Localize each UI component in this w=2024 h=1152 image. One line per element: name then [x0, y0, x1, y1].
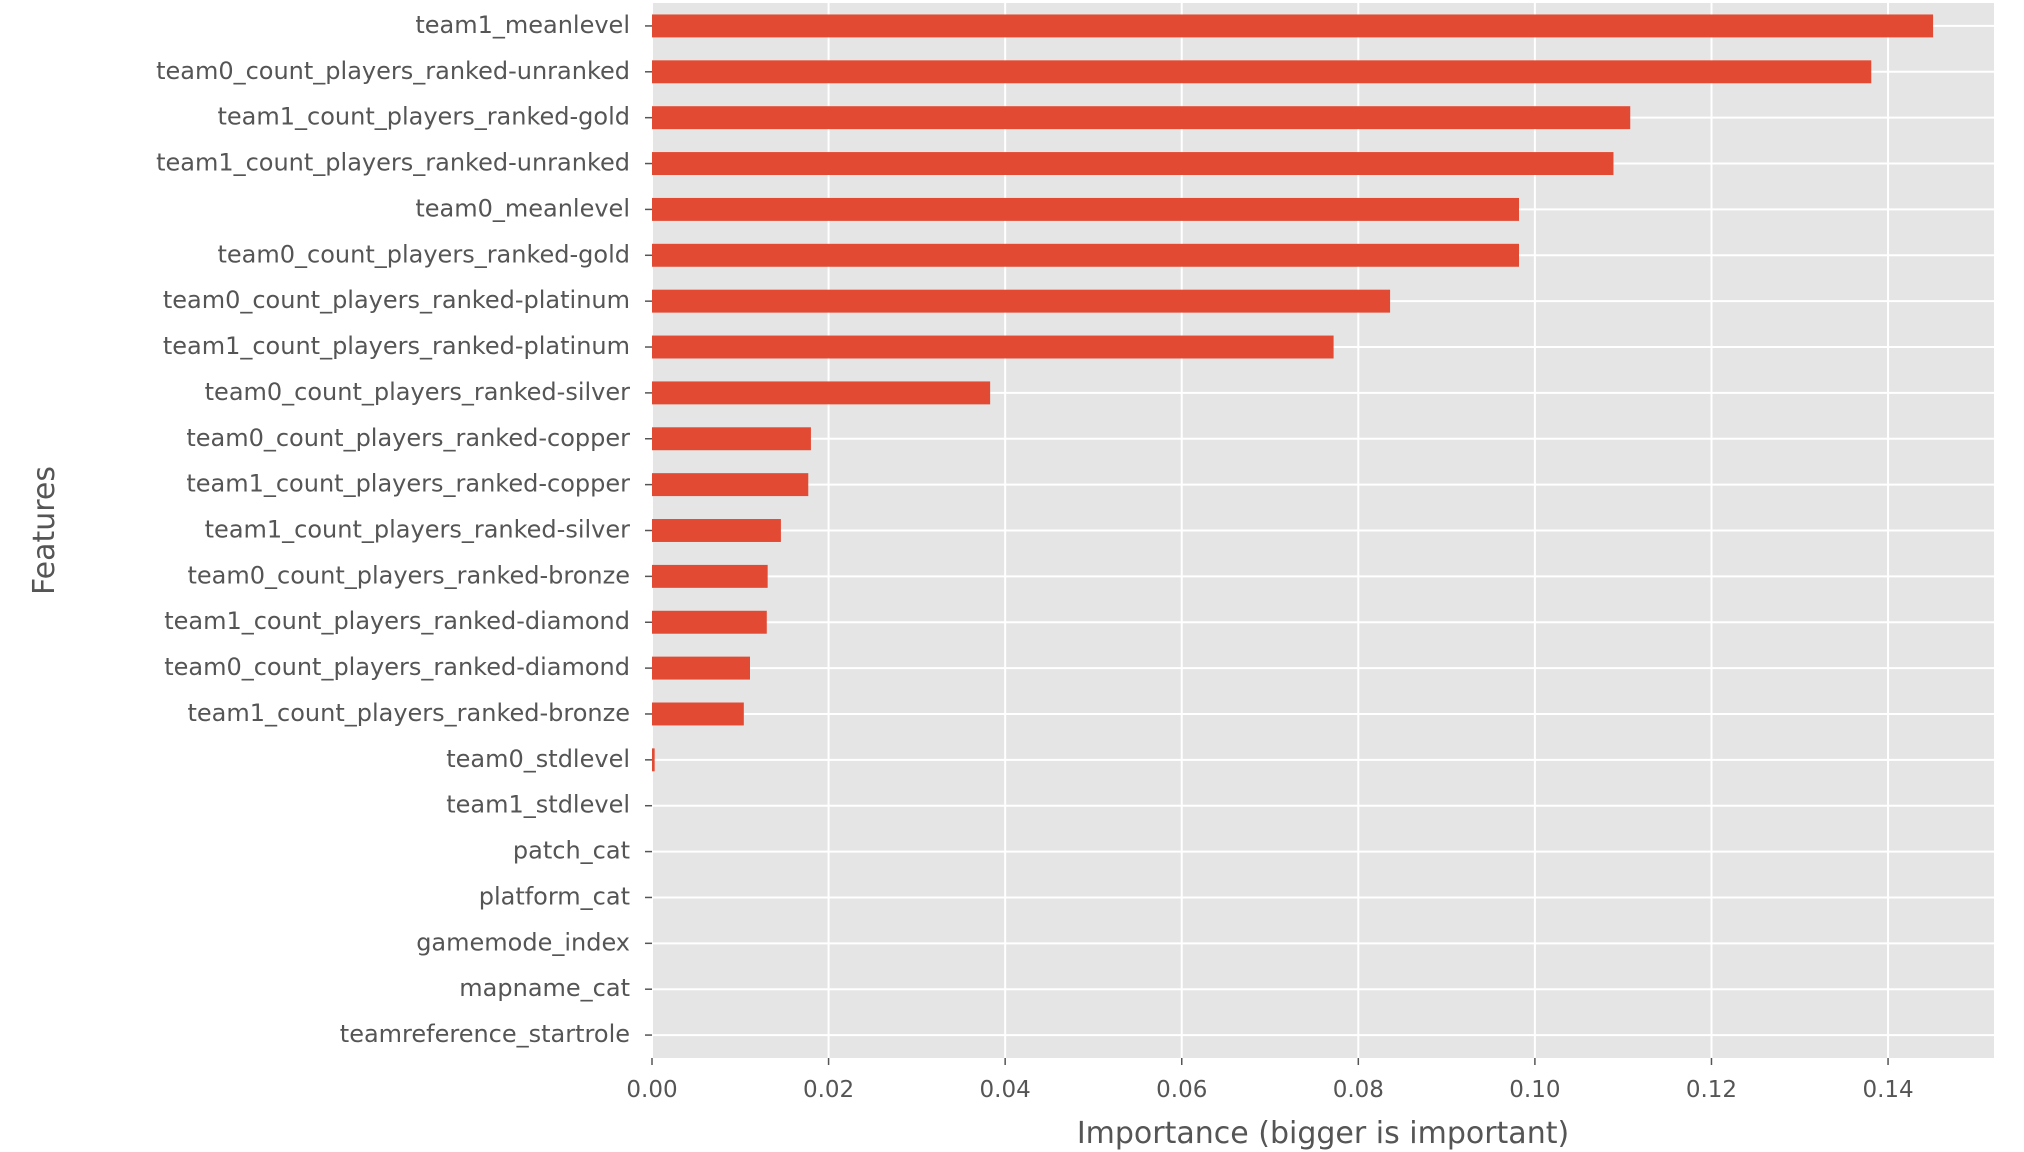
x-axis-label: Importance (bigger is important) — [1077, 1116, 1569, 1151]
y-tick-label: team0_count_players_ranked-silver — [205, 378, 630, 406]
y-tick-label: team1_count_players_ranked-copper — [186, 470, 630, 498]
x-tick-label: 0.02 — [803, 1077, 854, 1103]
y-tick-label: team1_count_players_ranked-diamond — [164, 607, 630, 635]
bar-team1_count_players_ranked-diamond — [652, 610, 767, 634]
bar-team1_meanlevel — [652, 14, 1934, 38]
y-tick-label: team0_meanlevel — [415, 194, 630, 222]
bar-team1_count_players_ranked-gold — [652, 106, 1631, 130]
y-tick-label: team0_count_players_ranked-diamond — [164, 653, 630, 681]
y-tick-label: team1_count_players_ranked-bronze — [187, 699, 630, 727]
bar-team0_count_players_ranked-bronze — [652, 564, 768, 588]
y-tick-label: team0_count_players_ranked-gold — [218, 240, 631, 268]
x-tick-labels: 0.00 0.02 0.04 0.06 0.08 0.10 0.12 0.14 — [626, 1058, 1914, 1103]
x-tick-label: 0.00 — [626, 1077, 677, 1103]
bar-team1_count_players_ranked-bronze — [652, 702, 744, 726]
bar-team0_count_players_ranked-silver — [652, 381, 991, 405]
y-tick-label: team0_stdlevel — [446, 745, 630, 773]
y-tick-label: gamemode_index — [416, 928, 630, 956]
y-tick-label: team0_count_players_ranked-platinum — [163, 286, 630, 314]
y-tick-label: team0_count_players_ranked-bronze — [187, 561, 630, 589]
bar-team1_count_players_ranked-unranked — [652, 152, 1614, 176]
bar-team0_count_players_ranked-unranked — [652, 60, 1872, 84]
x-tick-label: 0.06 — [1156, 1077, 1207, 1103]
bar-team1_count_players_ranked-copper — [652, 473, 809, 497]
y-tick-label: platform_cat — [479, 882, 630, 910]
y-tick-label: team1_count_players_ranked-gold — [218, 103, 631, 131]
y-tick-label: team0_count_players_ranked-unranked — [156, 57, 630, 85]
y-tick-label: team0_count_players_ranked-copper — [186, 424, 630, 452]
bar-team1_count_players_ranked-silver — [652, 519, 781, 542]
y-tick-labels: team1_meanlevel team0_count_players_ranke… — [156, 11, 652, 1048]
y-tick-label: team1_stdlevel — [446, 791, 630, 819]
y-tick-label: team1_meanlevel — [415, 11, 630, 39]
y-tick-label: teamreference_startrole — [340, 1020, 630, 1048]
x-tick-label: 0.10 — [1509, 1077, 1560, 1103]
bar-team0_count_players_ranked-copper — [652, 427, 811, 451]
bar-team0_stdlevel — [652, 748, 655, 772]
y-tick-label: team1_count_players_ranked-platinum — [163, 332, 630, 360]
bar-team0_count_players_ranked-diamond — [652, 656, 751, 680]
y-tick-label: mapname_cat — [459, 974, 630, 1002]
x-tick-label: 0.08 — [1333, 1077, 1384, 1103]
bar-team1_count_players_ranked-platinum — [652, 335, 1334, 359]
y-tick-label: patch_cat — [513, 837, 630, 865]
bar-team0_count_players_ranked-gold — [652, 243, 1520, 267]
x-tick-label: 0.12 — [1686, 1077, 1737, 1103]
y-tick-label: team1_count_players_ranked-silver — [205, 516, 630, 544]
bar-team0_meanlevel — [652, 197, 1520, 221]
x-tick-label: 0.14 — [1862, 1077, 1913, 1103]
bar-team0_count_players_ranked-platinum — [652, 289, 1391, 313]
y-tick-label: team1_count_players_ranked-unranked — [156, 149, 630, 177]
bars — [652, 14, 1934, 772]
x-tick-label: 0.04 — [980, 1077, 1031, 1103]
y-axis-label: Features — [27, 466, 62, 595]
